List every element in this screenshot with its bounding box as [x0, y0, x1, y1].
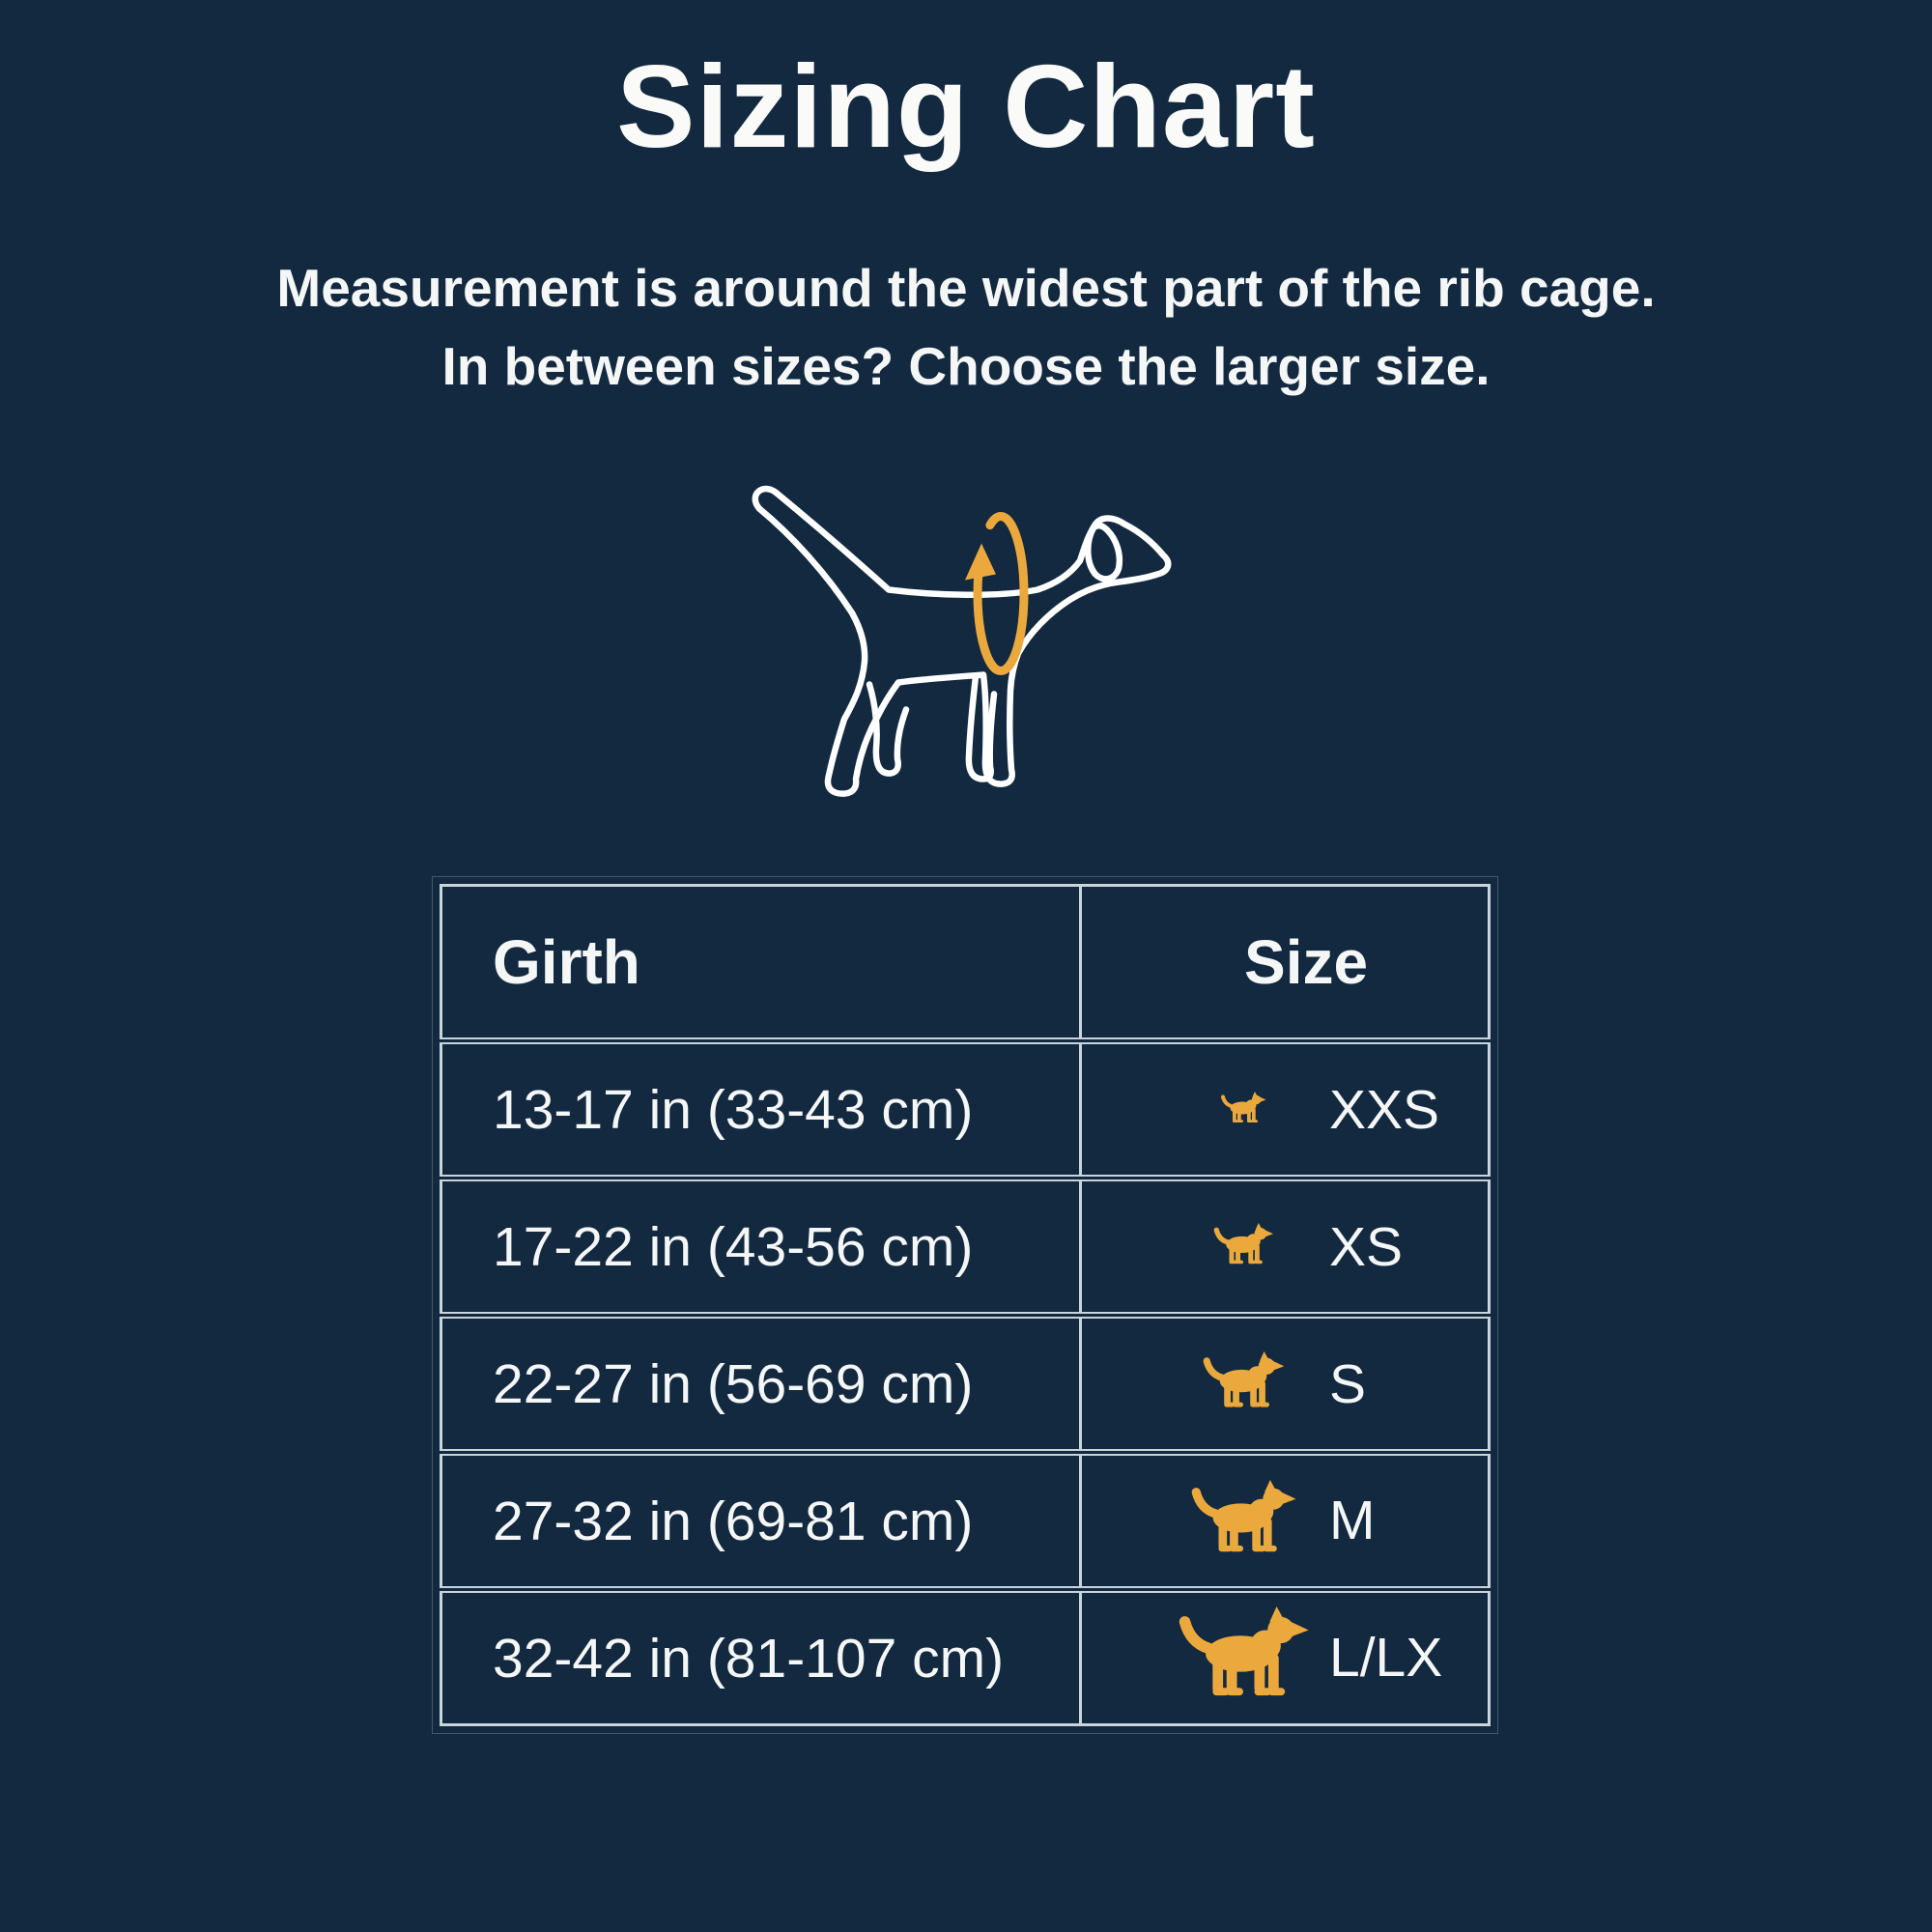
size-label: XS: [1329, 1215, 1404, 1278]
table-row: 27-32 in (69-81 cm) M: [440, 1449, 1491, 1593]
dog-silhouette-s-icon: [1200, 1351, 1287, 1416]
page-title: Sizing Chart: [616, 41, 1316, 172]
table-header-row: Girth Size: [440, 884, 1491, 1042]
table-row: 32-42 in (81-107 cm) L/LX: [440, 1586, 1491, 1726]
dog-silhouette-xs-icon: [1211, 1223, 1275, 1270]
size-cell: XS: [1079, 1175, 1491, 1319]
size-cell: XXS: [1079, 1037, 1491, 1181]
size-column-header: Size: [1079, 884, 1491, 1042]
table-row: 13-17 in (33-43 cm) XXS: [440, 1037, 1491, 1181]
girth-cell: 32-42 in (81-107 cm): [440, 1586, 1082, 1726]
girth-cell: 13-17 in (33-43 cm): [440, 1037, 1082, 1181]
subtitle-line-2: In between sizes? Choose the larger size…: [441, 336, 1491, 397]
dog-far-hind-leg: [866, 681, 910, 777]
size-cell: S: [1079, 1312, 1491, 1456]
dog-silhouette-m-icon: [1187, 1480, 1299, 1563]
table-row: 17-22 in (43-56 cm) XS: [440, 1175, 1491, 1319]
measurement-band: [965, 512, 1029, 675]
subtitle: Measurement is around the widest part of…: [0, 249, 1932, 407]
band-arrowhead: [965, 543, 996, 581]
dog-measurement-diagram: [752, 485, 1172, 797]
dog-ear-outline: [1085, 522, 1123, 582]
girth-column-header: Girth: [440, 884, 1082, 1042]
size-label: XXS: [1329, 1078, 1440, 1141]
girth-cell: 27-32 in (69-81 cm): [440, 1449, 1082, 1593]
size-label: M: [1329, 1490, 1376, 1552]
size-label: L/LX: [1329, 1627, 1443, 1690]
dog-outline: [752, 485, 1172, 797]
subtitle-line-1: Measurement is around the widest part of…: [276, 258, 1656, 318]
dog-silhouette-llx-icon: [1174, 1606, 1313, 1710]
dog-silhouette-xxs-icon: [1219, 1092, 1267, 1127]
size-label: S: [1329, 1352, 1367, 1415]
table-row: 22-27 in (56-69 cm) S: [440, 1312, 1491, 1456]
sizing-table: Girth Size 13-17 in (33-43 cm) XXS 17-22…: [432, 876, 1498, 1734]
size-cell: M: [1079, 1449, 1491, 1593]
girth-cell: 17-22 in (43-56 cm): [440, 1175, 1082, 1319]
size-cell: L/LX: [1079, 1586, 1491, 1726]
dog-far-front-leg: [965, 673, 998, 782]
girth-cell: 22-27 in (56-69 cm): [440, 1312, 1082, 1456]
